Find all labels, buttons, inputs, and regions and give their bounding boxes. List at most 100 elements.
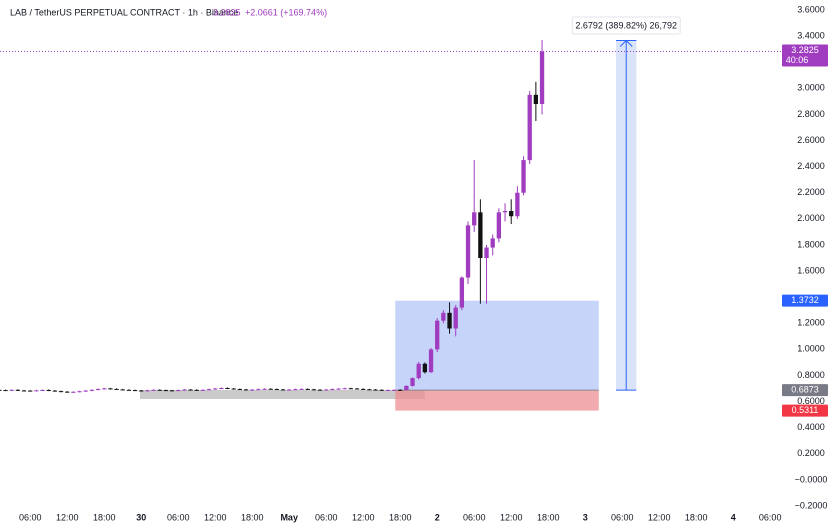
candle-body bbox=[268, 388, 273, 390]
y-tick-label: 1.2000 bbox=[797, 318, 825, 328]
x-tick-label: 12:00 bbox=[648, 512, 671, 522]
candle-body bbox=[459, 277, 465, 308]
candle-body bbox=[330, 389, 335, 391]
candle-body bbox=[114, 388, 119, 390]
countdown: 40:06 bbox=[786, 55, 809, 65]
candle-body bbox=[342, 388, 347, 390]
candle-body bbox=[200, 389, 206, 391]
candle-body bbox=[206, 389, 212, 391]
candle-body bbox=[21, 390, 27, 392]
candle-body bbox=[521, 160, 526, 193]
candle-body bbox=[157, 389, 162, 391]
x-tick-label: 18:00 bbox=[241, 512, 264, 522]
y-tick-label: 1.6000 bbox=[797, 265, 825, 275]
candle-body bbox=[194, 389, 199, 391]
candle-body bbox=[176, 390, 181, 392]
candle-body bbox=[478, 212, 483, 258]
candle-body bbox=[65, 391, 70, 393]
candle-body bbox=[305, 388, 310, 390]
stop-tag-label: 0.5311 bbox=[792, 405, 819, 415]
x-tick-label: 2 bbox=[435, 512, 440, 522]
x-tick-label: 06:00 bbox=[19, 512, 42, 522]
candle-body bbox=[95, 389, 101, 391]
candle-body bbox=[126, 389, 132, 391]
candle-body bbox=[447, 312, 452, 329]
candle-body bbox=[441, 312, 446, 321]
candle-body bbox=[213, 388, 218, 390]
target-tag-label: 1.3732 bbox=[791, 295, 819, 305]
last-price-tag-label: 3.2825 bbox=[791, 45, 819, 55]
candle-body bbox=[379, 389, 384, 391]
candle-body bbox=[169, 390, 175, 392]
y-tick-label: −0.0000 bbox=[795, 474, 828, 484]
candle-body bbox=[465, 225, 471, 278]
position-loss-zone bbox=[395, 390, 599, 411]
candle-body bbox=[527, 94, 532, 161]
y-tick-label: 2.6000 bbox=[797, 135, 825, 145]
candle-body bbox=[102, 388, 107, 390]
candle-body bbox=[453, 307, 458, 329]
candle-body bbox=[354, 388, 360, 390]
stop-tag bbox=[782, 404, 828, 417]
candle-body bbox=[404, 385, 409, 391]
x-tick-label: 12:00 bbox=[204, 512, 227, 522]
candle-body bbox=[361, 388, 366, 390]
y-tick-label: 2.0000 bbox=[797, 213, 825, 223]
candle-body bbox=[225, 388, 230, 390]
candle-body bbox=[15, 389, 21, 391]
candle-body bbox=[231, 388, 236, 390]
candle-body bbox=[317, 389, 323, 391]
candle-body bbox=[262, 388, 267, 390]
candle-body bbox=[428, 349, 434, 373]
candle-body bbox=[274, 389, 280, 391]
x-tick-label: 18:00 bbox=[389, 512, 412, 522]
y-tick-label: 2.2000 bbox=[797, 187, 825, 197]
x-tick-label: 18:00 bbox=[685, 512, 708, 522]
entry-tag-label: 0.6873 bbox=[791, 385, 819, 395]
x-tick-label: 4 bbox=[731, 512, 736, 522]
measure-arrow bbox=[619, 39, 633, 47]
y-tick-label: 0.2000 bbox=[797, 448, 825, 458]
x-tick-label: 06:00 bbox=[315, 512, 338, 522]
x-tick-label: 18:00 bbox=[93, 512, 116, 522]
y-tick-label: 2.4000 bbox=[797, 161, 825, 171]
x-tick-label: 3 bbox=[583, 512, 588, 522]
candle-body bbox=[484, 247, 489, 258]
candle-body bbox=[108, 388, 113, 390]
y-tick-label: 3.6000 bbox=[797, 4, 825, 14]
last-price-tag bbox=[782, 44, 828, 67]
candle-body bbox=[237, 389, 243, 391]
x-tick-label: 12:00 bbox=[352, 512, 375, 522]
y-tick-label: −0.2000 bbox=[795, 500, 828, 510]
entry-tag bbox=[782, 384, 828, 397]
candle-body bbox=[435, 320, 440, 350]
x-tick-label: 06:00 bbox=[611, 512, 634, 522]
candle-body bbox=[385, 389, 391, 391]
candle-body bbox=[416, 363, 421, 379]
measure-label: 2.6792 (389.82%) 26,792 bbox=[575, 20, 677, 30]
x-tick-label: 12:00 bbox=[56, 512, 79, 522]
x-tick-label: 12:00 bbox=[500, 512, 523, 522]
candle-body bbox=[539, 51, 545, 104]
candle-body bbox=[52, 390, 58, 392]
x-tick-label: 30 bbox=[136, 512, 146, 522]
candle-body bbox=[145, 390, 150, 392]
candle-body bbox=[188, 389, 193, 391]
y-tick-label: 1.8000 bbox=[797, 239, 825, 249]
candle-body bbox=[58, 391, 64, 393]
y-tick-label: 3.0000 bbox=[797, 83, 825, 93]
candle-body bbox=[336, 388, 341, 390]
candle-body bbox=[422, 363, 428, 373]
price-change: +2.0661 (+169.74%) bbox=[245, 7, 327, 17]
x-tick-label: 18:00 bbox=[537, 512, 560, 522]
candle-body bbox=[373, 389, 378, 391]
y-tick-label: 0.8000 bbox=[797, 370, 825, 380]
y-tick-label: 0.4000 bbox=[797, 422, 825, 432]
candle-body bbox=[490, 238, 495, 248]
candle-body bbox=[163, 390, 169, 392]
candle-body bbox=[533, 94, 539, 104]
y-tick-label: 3.4000 bbox=[797, 30, 825, 40]
y-tick-label: 1.0000 bbox=[797, 344, 825, 354]
candle-body bbox=[71, 391, 76, 393]
